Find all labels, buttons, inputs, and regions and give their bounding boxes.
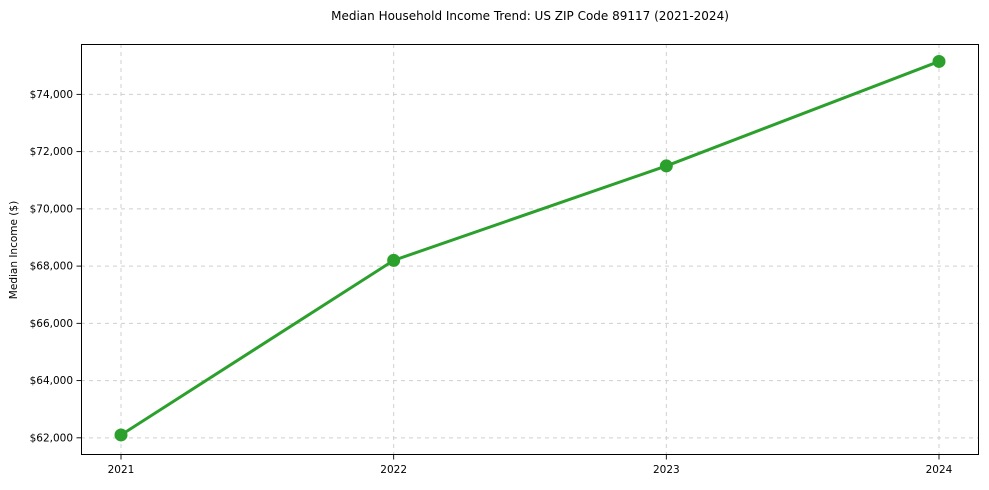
y-tick-label: $70,000 xyxy=(30,203,73,215)
x-tick-label: 2024 xyxy=(926,464,953,476)
data-line xyxy=(119,59,941,437)
y-tick-label: $62,000 xyxy=(30,432,73,444)
plot-border xyxy=(81,44,979,455)
data-point-marker xyxy=(659,159,673,173)
data-point-marker xyxy=(387,253,401,267)
y-tick-label: $68,000 xyxy=(30,261,73,273)
axis-ticks: $62,000 $64,000 $66,000 $68,000 $70,000 $72,0… xyxy=(30,89,953,476)
chart-title: Median Household Income Trend: US ZIP Co… xyxy=(331,9,729,23)
y-tick-label: $74,000 xyxy=(30,89,73,101)
data-series xyxy=(114,54,946,442)
y-tick-label: $64,000 xyxy=(30,375,73,387)
x-tick-label: 2021 xyxy=(108,464,135,476)
x-tick-label: 2022 xyxy=(380,464,407,476)
y-tick-label: $66,000 xyxy=(30,318,73,330)
gridlines xyxy=(81,44,979,455)
data-point-marker xyxy=(932,54,946,68)
y-axis-label: Median Income ($) xyxy=(8,200,20,300)
x-tick-label: 2023 xyxy=(653,464,680,476)
data-point-marker xyxy=(114,428,128,442)
y-tick-label: $72,000 xyxy=(30,146,73,158)
plot-area: $62,000 $64,000 $66,000 $68,000 $70,000 $72,0… xyxy=(30,44,979,476)
